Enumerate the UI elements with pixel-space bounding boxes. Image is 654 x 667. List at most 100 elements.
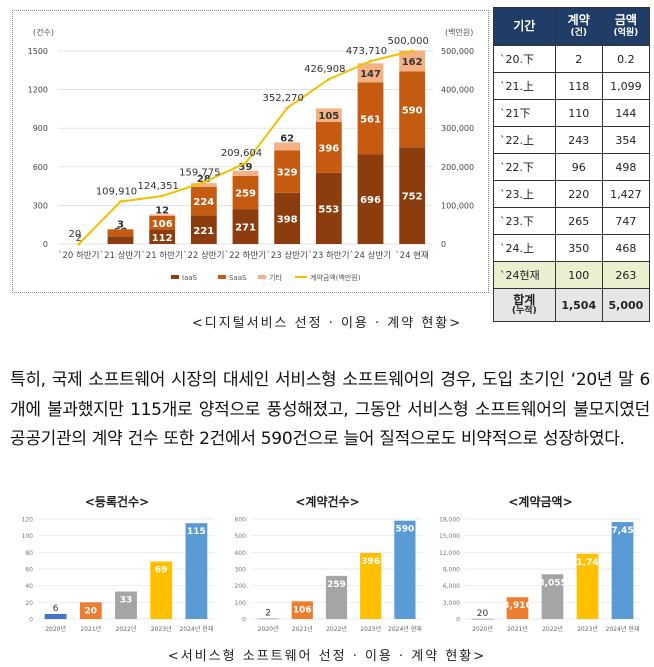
bar-label: 398 — [277, 214, 298, 225]
legend-label: SaaS — [229, 274, 247, 282]
registration-chart-svg: 0 20 40 60 80 100 120 6 2020년 20 2021년 33 2022년 69 202… — [22, 517, 214, 633]
legend-label: 계약금액(백만원) — [310, 273, 361, 282]
bar — [506, 597, 529, 619]
x-tick-label: `23 하반기 — [308, 250, 349, 261]
total-count: 1,504 — [554, 288, 603, 322]
table-row: `21下 110 144 — [493, 99, 651, 127]
table-header-row: 기간 계약 (건) 금액 (억원) — [493, 7, 651, 46]
table-row: `24현재 100 263 — [493, 261, 651, 289]
table-row: `21.上 118 1,099 — [493, 72, 651, 100]
x-tick-label: 2020년 — [472, 625, 493, 633]
header-amount: 금액 (억원) — [601, 7, 651, 46]
table-row: `23.上 220 1,427 — [493, 180, 651, 208]
table-cell-amount: 0.2 — [601, 45, 651, 73]
legend-swatch — [218, 275, 226, 279]
line-point — [202, 180, 206, 184]
caption-saas: <서비스형 소프트웨어 선정 · 이용 · 계약 현황> — [167, 649, 487, 664]
bar — [394, 520, 416, 619]
bar-label: 259 — [327, 580, 346, 590]
bar-label: 224 — [193, 197, 214, 208]
contract-count-chart: <계약건수> 0 100 200 300 400 500 600 2 2020년 106 2021년… — [225, 493, 430, 643]
chart-title: <계약건수> — [295, 495, 360, 509]
table-cell-period: `21下 — [493, 99, 556, 127]
bar-label: 106 — [293, 605, 312, 615]
bar — [79, 602, 102, 619]
bar-label: 396 — [361, 557, 380, 567]
table-cell-amount: 747 — [601, 207, 651, 235]
bar-label: 106 — [152, 219, 173, 230]
bar-label: 8,055 — [538, 578, 566, 588]
table-cell-count: 96 — [554, 153, 603, 181]
main-chart: (건수) (백만원) 0 300 600 900 1200 1500 0 100,000 200,0… — [12, 10, 489, 293]
legend-label: 기타 — [269, 273, 282, 282]
table-cell-amount: 263 — [601, 261, 651, 289]
y-left-tick-label: 1200 — [28, 86, 48, 95]
y-tick-label: 100 — [22, 533, 34, 540]
bar-label: 147 — [360, 69, 381, 80]
legend-label: IaaS — [182, 274, 198, 282]
bar — [471, 618, 494, 620]
bar-label: 329 — [277, 168, 298, 179]
bar-label: 115 — [187, 527, 206, 537]
bar — [115, 591, 137, 619]
y-tick-label: 80 — [25, 550, 33, 557]
y-right-tick-label: 500,000 — [441, 47, 474, 56]
y-tick-label: 200 — [235, 583, 247, 590]
bar-label: 28 — [197, 174, 211, 185]
x-tick-label: 2024년 현재 — [388, 625, 422, 633]
y-right-unit: (백만원) — [445, 27, 473, 37]
x-tick-label: `24 상반기 — [350, 250, 391, 261]
x-tick-label: `24 현재 — [395, 250, 428, 261]
y-tick-label: 15,000 — [439, 533, 460, 540]
line-point — [77, 242, 81, 246]
bar-IaaS — [232, 209, 259, 244]
table-cell-period: `21.上 — [493, 72, 556, 100]
x-tick-label: 2020년 — [45, 625, 66, 633]
table-cell-amount: 468 — [601, 234, 651, 262]
y-tick-label: 60 — [25, 567, 33, 574]
bar-SaaS — [399, 71, 426, 148]
bar-IaaS — [107, 236, 134, 244]
y-left-tick-label: 300 — [33, 201, 48, 210]
y-tick-label: 500 — [235, 533, 247, 540]
bar-IaaS — [315, 172, 342, 244]
contract-amount-chart: <계약금액> 0 3,000 6,000 9,000 12,000 15,000 18,00… — [433, 493, 648, 643]
bar-기타 — [315, 108, 342, 122]
x-tick-label: 2023년 — [577, 625, 598, 633]
table-cell-amount: 1,427 — [601, 180, 651, 208]
table-total-row: 합계 (누적) 1,504 5,000 — [493, 288, 651, 322]
y-tick-label: 18,000 — [439, 517, 460, 524]
table-cell-period: `23.下 — [493, 207, 556, 235]
y-tick-label: 600 — [235, 517, 247, 524]
bar-label: 112 — [152, 233, 173, 244]
bar-label: 33 — [120, 596, 133, 606]
bar-label: 271 — [235, 223, 256, 234]
bar-label: 69 — [155, 566, 168, 576]
bar — [576, 553, 599, 619]
table-row: `20.下 2 0.2 — [493, 45, 651, 73]
line-point — [285, 106, 289, 110]
bar-label: 3,916 — [503, 601, 531, 611]
y-right-tick-label: 100,000 — [441, 201, 474, 210]
bar-IaaS — [399, 147, 426, 244]
table-cell-period: `23.上 — [493, 180, 556, 208]
line-point — [244, 161, 247, 165]
table-row: `22.上 243 354 — [493, 126, 651, 154]
bar-IaaS — [149, 229, 176, 244]
bar-label: 17,453 — [605, 526, 640, 536]
y-left-tick-label: 900 — [33, 124, 48, 133]
bar-label: 20 — [85, 606, 98, 616]
bar-label: 221 — [193, 226, 214, 237]
x-tick-label: `23 상반기 — [267, 250, 308, 261]
bar-SaaS — [190, 186, 217, 216]
y-left-tick-label: 0 — [43, 240, 48, 249]
y-left-tick-label: 1500 — [28, 47, 48, 56]
y-right-tick-label: 300,000 — [441, 124, 474, 133]
y-left-tick-label: 600 — [33, 163, 48, 172]
bar-기타 — [232, 170, 259, 176]
table-cell-period: `22.上 — [493, 126, 556, 154]
legend-swatch — [258, 275, 266, 279]
y-tick-label: 0 — [242, 617, 246, 624]
bar-SaaS — [315, 121, 342, 173]
x-tick-label: 2021년 — [507, 625, 528, 633]
